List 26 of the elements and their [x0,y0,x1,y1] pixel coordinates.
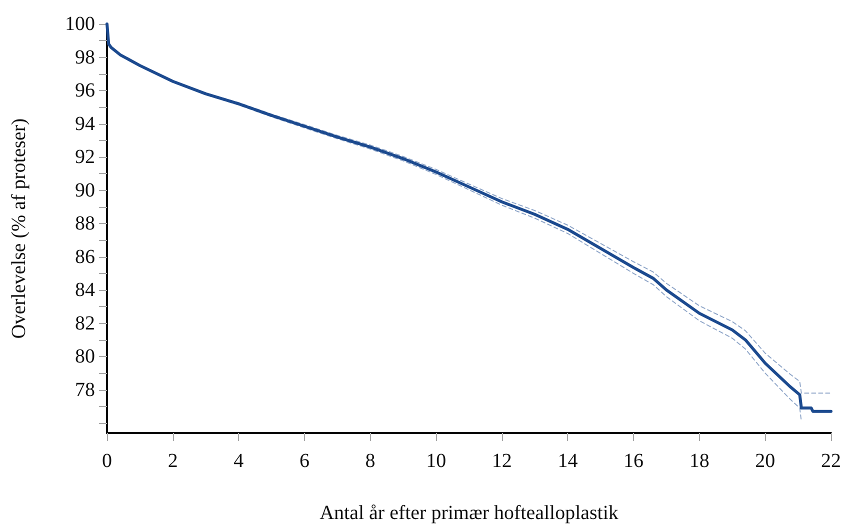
x-tick-label: 10 [426,450,446,472]
x-tick-label: 16 [624,450,644,472]
x-tick-label: 20 [755,450,776,472]
y-tick-label: 98 [75,46,95,68]
x-tick-label: 12 [492,450,512,472]
y-tick-label: 82 [75,312,95,334]
x-tick-label: 2 [168,450,178,472]
y-tick-label: 84 [75,279,95,302]
y-tick-label: 92 [75,146,95,168]
x-tick-label: 14 [558,450,578,472]
x-tick-label: 4 [234,450,244,472]
y-tick-label: 96 [75,80,95,102]
y-tick-label: 80 [75,346,95,368]
y-tick-label: 90 [75,179,95,202]
x-tick-label: 18 [689,450,710,472]
y-tick-label: 88 [75,212,95,235]
x-tick-label: 6 [299,450,310,472]
x-tick-label: 0 [102,450,112,472]
y-tick-label: 100 [65,13,95,35]
y-tick-label: 78 [75,378,95,401]
x-axis-title: Antal år efter primær hoftealloplastik [320,502,618,524]
y-tick-label: 94 [75,112,95,135]
y-axis-title: Overlevelse (% af proteser) [8,118,30,339]
x-tick-label: 8 [365,450,376,472]
y-tick-label: 86 [75,246,95,268]
x-tick-label: 22 [821,450,841,472]
